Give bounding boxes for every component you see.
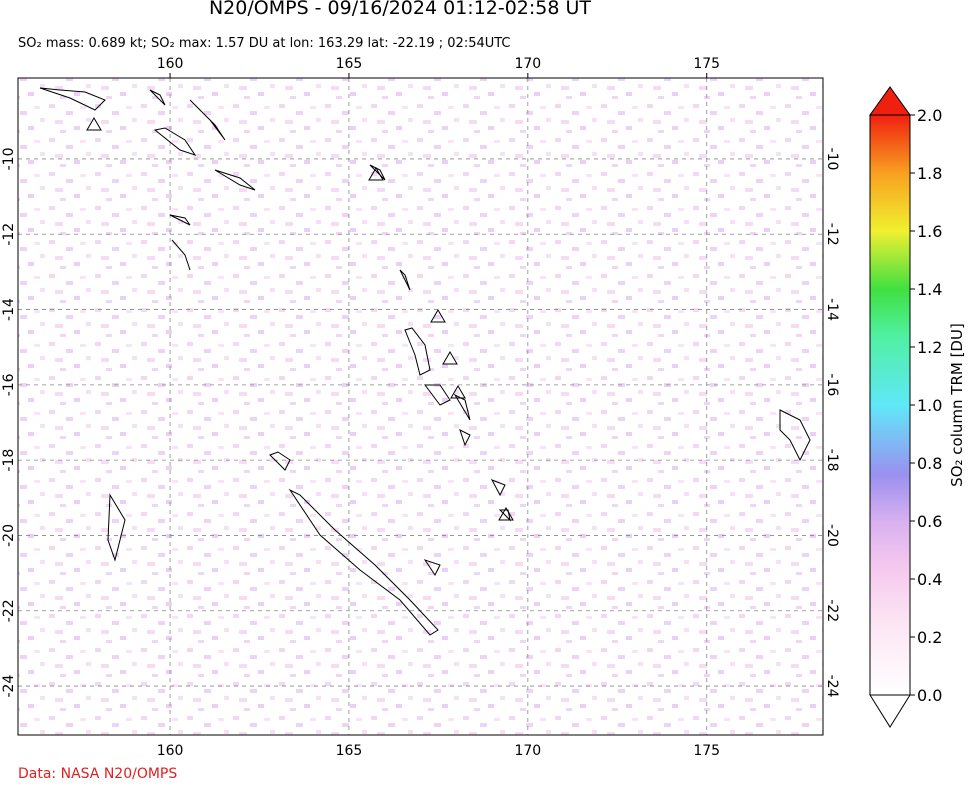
x-tick-label-bottom: 175 xyxy=(693,743,720,759)
coastlines xyxy=(39,87,811,636)
y-tick-label-left: -24 xyxy=(1,675,17,698)
y-tick-label-left: -10 xyxy=(1,148,17,171)
y-tick-label-right: -12 xyxy=(824,223,840,246)
colorbar-label: SO₂ column TRM [DU] xyxy=(948,323,966,487)
data-source: Data: NASA N20/OMPS xyxy=(18,766,177,782)
y-tick-label-right: -18 xyxy=(824,449,840,472)
colorbar-tick-label: 0.2 xyxy=(917,628,942,647)
x-tick-label-bottom: 160 xyxy=(157,743,184,759)
y-tick-label-right: -24 xyxy=(824,675,840,698)
colorbar-tick-label: 0.4 xyxy=(917,570,942,589)
y-tick-label-left: -18 xyxy=(1,449,17,472)
map-texture xyxy=(18,78,823,735)
colorbar-tick-label: 1.4 xyxy=(917,280,942,299)
y-tick-label-right: -22 xyxy=(824,599,840,622)
y-tick-label-right: -10 xyxy=(824,148,840,171)
volcano-markers xyxy=(86,117,514,521)
y-tick-label-right: -14 xyxy=(824,298,840,321)
colorbar-tick-label: 1.0 xyxy=(917,396,942,415)
axes: 160 160 165 165 170 170 175 175 -10 -10 -12 -12 -14 -… xyxy=(1,56,942,759)
y-tick-label-left: -22 xyxy=(1,599,17,622)
x-tick-label-top: 165 xyxy=(336,56,363,72)
subtitle: SO₂ mass: 0.689 kt; SO₂ max: 1.57 DU at … xyxy=(18,36,511,51)
colorbar xyxy=(869,114,911,696)
y-tick-label-right: -20 xyxy=(824,524,840,547)
x-tick-label-bottom: 170 xyxy=(514,743,541,759)
colorbar-tick-label: 2.0 xyxy=(917,106,942,125)
x-tick-label-top: 170 xyxy=(514,56,541,72)
colorbar-tick-label: 1.8 xyxy=(917,164,942,183)
y-tick-label-left: -16 xyxy=(1,373,17,396)
x-tick-label-bottom: 165 xyxy=(336,743,363,759)
colorbar-tick-label: 0.6 xyxy=(917,512,942,531)
colorbar-tick-label: 0.0 xyxy=(917,686,942,705)
colorbar-tick-label: 1.6 xyxy=(917,222,942,241)
colorbar-tick-label: 1.2 xyxy=(917,338,942,357)
x-tick-label-top: 175 xyxy=(693,56,720,72)
y-tick-label-left: -20 xyxy=(1,524,17,547)
y-tick-label-left: -14 xyxy=(1,298,17,321)
y-tick-label-right: -16 xyxy=(824,373,840,396)
x-tick-label-top: 160 xyxy=(157,56,184,72)
y-tick-label-left: -12 xyxy=(1,223,17,246)
colorbar-extend-top xyxy=(869,86,911,116)
colorbar-extend-bottom xyxy=(869,694,911,728)
title: N20/OMPS - 09/16/2024 01:12-02:58 UT xyxy=(209,0,591,19)
colorbar-tick-label: 0.8 xyxy=(917,454,942,473)
map-frame xyxy=(17,77,824,736)
